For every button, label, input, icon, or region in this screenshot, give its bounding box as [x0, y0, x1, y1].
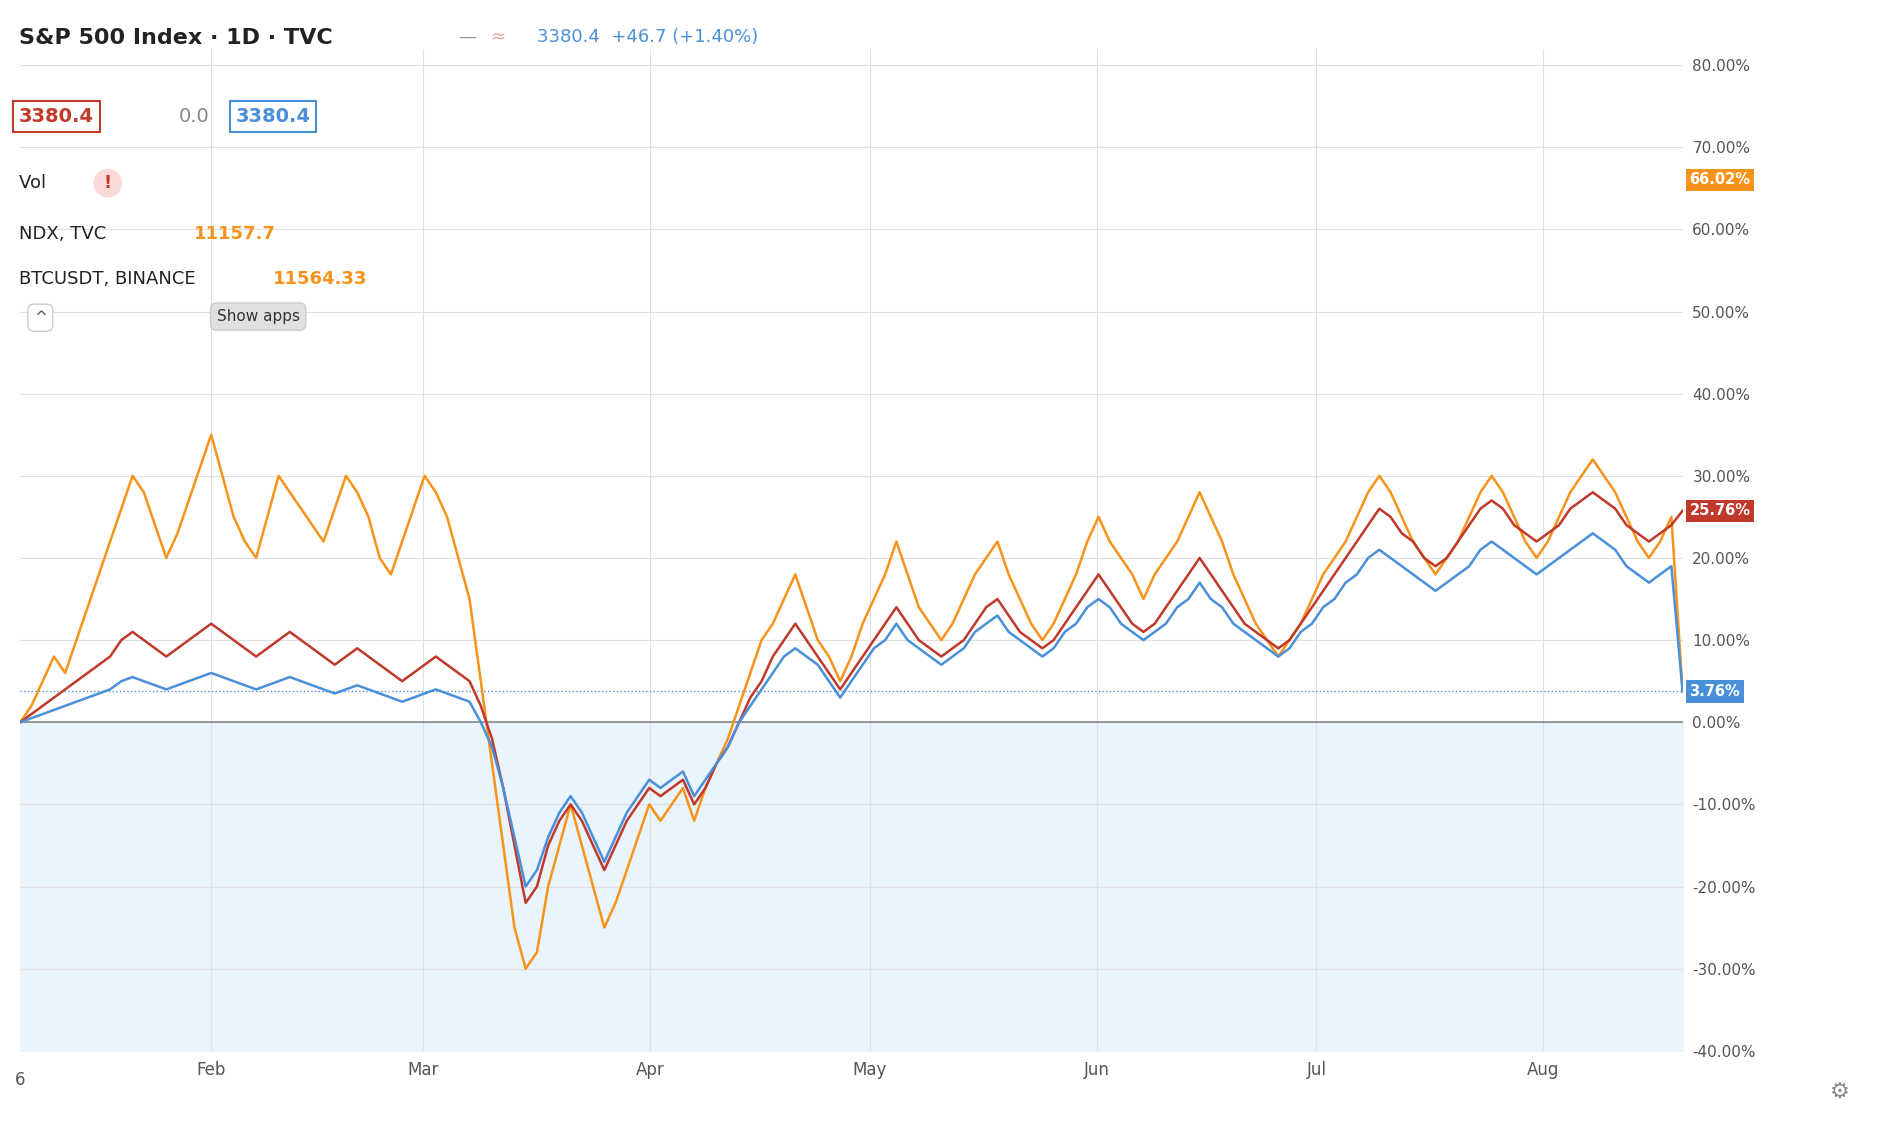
- Text: —: —: [458, 28, 477, 46]
- Text: BTCUSDT, BINANCE: BTCUSDT, BINANCE: [19, 270, 207, 288]
- Text: ≈: ≈: [490, 28, 505, 46]
- Text: 11564.33: 11564.33: [273, 270, 367, 288]
- Text: 3380.4: 3380.4: [19, 107, 94, 126]
- Text: Show apps: Show apps: [217, 309, 300, 324]
- Text: 66.02%: 66.02%: [1690, 172, 1750, 188]
- Text: 6: 6: [15, 1071, 26, 1089]
- Text: 3380.4: 3380.4: [236, 107, 311, 126]
- Text: S&P 500 Index · 1D · TVC: S&P 500 Index · 1D · TVC: [19, 28, 333, 48]
- Text: ^: ^: [34, 310, 47, 325]
- Text: !: !: [104, 174, 111, 192]
- Text: 0.0: 0.0: [179, 107, 209, 126]
- Text: 3.76%: 3.76%: [1690, 683, 1741, 699]
- Text: 3380.4  +46.7 (+1.40%): 3380.4 +46.7 (+1.40%): [537, 28, 757, 46]
- Text: ⚙: ⚙: [1829, 1081, 1850, 1102]
- Text: 11157.7: 11157.7: [194, 225, 275, 243]
- Text: NDX, TVC: NDX, TVC: [19, 225, 117, 243]
- Text: 25.76%: 25.76%: [1690, 504, 1750, 518]
- Text: Vol: Vol: [19, 174, 58, 192]
